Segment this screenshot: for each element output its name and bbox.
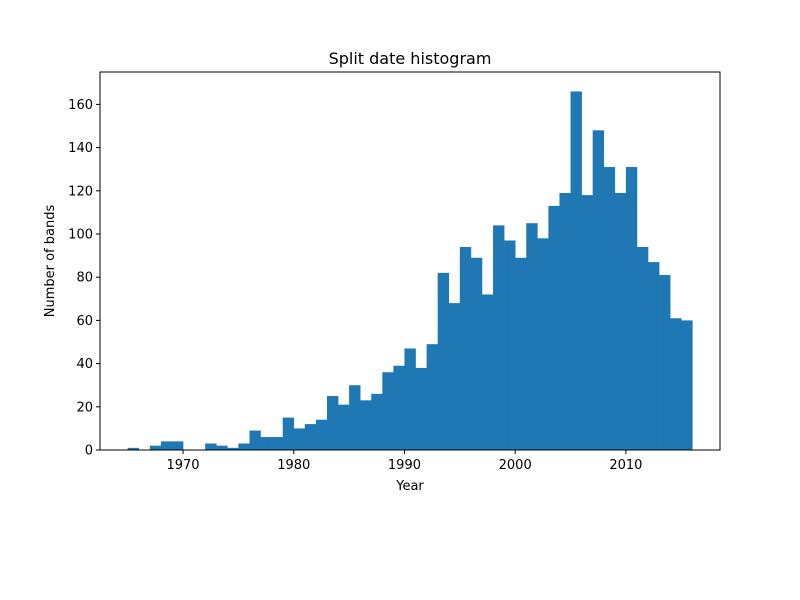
x-tick-label: 2010 xyxy=(609,458,642,473)
histogram-bar xyxy=(371,393,383,450)
histogram-bar xyxy=(415,367,427,450)
y-tick-label: 40 xyxy=(76,357,93,372)
histogram-bar xyxy=(260,437,272,450)
histogram-bar xyxy=(326,396,339,450)
histogram-bar xyxy=(648,262,660,450)
histogram-bar xyxy=(282,417,295,450)
histogram-bar xyxy=(249,430,261,450)
y-tick-label: 140 xyxy=(68,141,93,156)
y-axis-ticks: 0 20 40 60 80 100 120 140 160 xyxy=(68,98,100,459)
x-axis-label: Year xyxy=(395,479,424,494)
histogram-bar xyxy=(160,441,173,450)
y-tick-label: 0 xyxy=(85,444,93,459)
histogram-bar xyxy=(227,447,239,450)
histogram-bar xyxy=(548,205,560,450)
y-tick-label: 60 xyxy=(76,314,93,329)
histogram-bar xyxy=(526,223,538,450)
histogram-bar xyxy=(393,365,405,450)
x-tick-label: 1970 xyxy=(166,458,199,473)
histogram-bar xyxy=(515,257,527,450)
histogram-bar xyxy=(149,445,162,450)
histogram-bar xyxy=(670,318,682,450)
histogram-bar xyxy=(304,424,317,450)
histogram-bar xyxy=(636,246,649,450)
x-tick-label: 2000 xyxy=(499,458,532,473)
histogram-bar xyxy=(216,445,228,450)
x-tick-label: 1980 xyxy=(277,458,310,473)
bars-group xyxy=(127,91,693,451)
y-tick-label: 100 xyxy=(68,228,93,243)
y-tick-label: 80 xyxy=(76,271,93,286)
histogram-bar xyxy=(205,443,217,450)
histogram-bar xyxy=(559,192,571,450)
y-tick-label: 160 xyxy=(68,98,93,113)
histogram-bar xyxy=(338,404,350,450)
histogram-bar xyxy=(127,447,140,450)
x-tick-label: 1990 xyxy=(388,458,421,473)
x-axis-ticks: 1970 1980 1990 2000 2010 xyxy=(166,450,642,473)
histogram-bar xyxy=(459,246,472,450)
histogram-bar xyxy=(293,428,306,450)
plot-frame xyxy=(99,71,721,451)
histogram-bar xyxy=(315,419,328,450)
histogram-bar xyxy=(614,192,627,450)
histogram-bar xyxy=(504,240,516,450)
histogram-bar xyxy=(537,238,549,450)
histogram-bar xyxy=(382,372,394,450)
histogram-bar xyxy=(470,257,483,450)
y-tick-label: 120 xyxy=(68,184,93,199)
histogram-bar xyxy=(238,443,250,450)
histogram-bar xyxy=(360,400,372,450)
y-axis-label: Number of bands xyxy=(43,205,58,318)
histogram-bar xyxy=(271,437,283,450)
histogram-bar xyxy=(592,130,605,450)
histogram-bar xyxy=(171,441,184,450)
histogram-bar xyxy=(404,348,416,450)
histogram-bar xyxy=(349,385,361,450)
histogram-bar xyxy=(437,272,450,450)
histogram-bar xyxy=(659,275,671,450)
chart-title: Split date histogram xyxy=(329,49,492,68)
histogram-bar xyxy=(448,303,461,450)
histogram-bar xyxy=(426,344,438,450)
histogram-bar xyxy=(603,167,616,451)
histogram-bar xyxy=(625,167,638,451)
y-tick-label: 20 xyxy=(76,400,93,415)
histogram-bar xyxy=(570,91,582,450)
histogram-bar xyxy=(481,294,494,450)
histogram-bar xyxy=(681,320,693,450)
histogram-bar xyxy=(493,225,505,450)
histogram-bar xyxy=(581,195,593,450)
